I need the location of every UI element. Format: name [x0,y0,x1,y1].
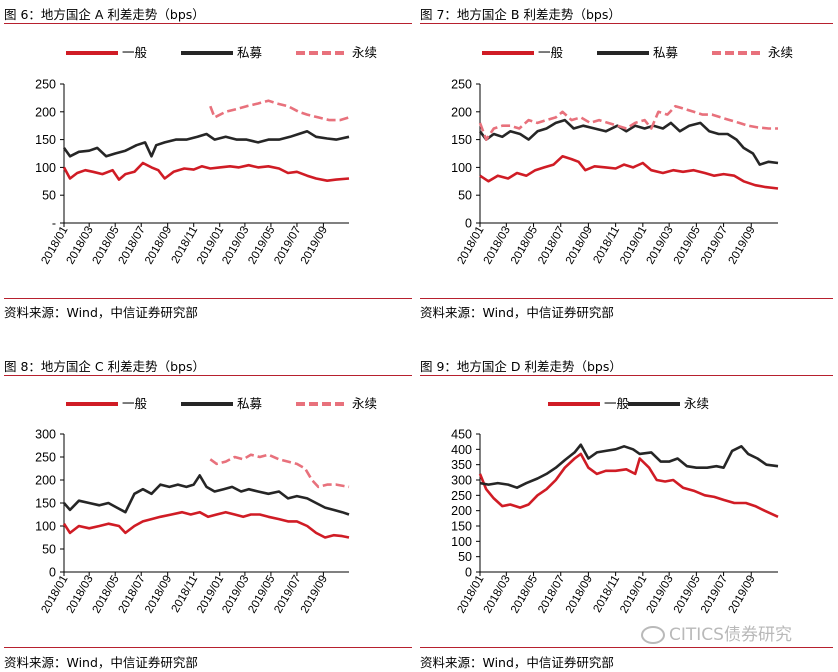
x-tick-label: 2019/09 [299,574,330,616]
y-tick-label: 100 [451,535,472,549]
legend-label-2: 私募 [237,397,263,411]
series-line-2 [479,443,779,489]
series-line-3 [209,453,350,489]
legend-label-3: 永续 [768,46,793,60]
legend-label-1: 一般 [604,396,630,411]
series-line-1 [62,161,350,182]
series-line-1 [478,452,779,518]
x-tick-label: 2019/07 [699,574,730,616]
legend-label-1: 一般 [122,45,148,60]
figure-6-title: 图 6：地方国企 A 利差走势（bps） [4,7,205,22]
series-line-2 [478,118,779,166]
x-tick-label: 2019/09 [727,225,758,267]
legend-label-3: 永续 [352,46,377,60]
y-tick-label: 50 [42,189,56,203]
y-tick-label: 150 [35,497,56,511]
series-line-1 [479,155,779,190]
figure-8-bottom-rule [4,647,412,648]
y-tick-label: 200 [35,474,56,488]
figure-7-panel: 图 7：地方国企 B 利差走势（bps） 一般 私募 永续 250 200 150 100 5… [420,4,833,322]
figure-8-top-rule [4,375,412,376]
figure-9-chart: 一般 永续4504003503002502001501005002018/0120… [451,396,779,616]
y-tick-label: 250 [35,451,56,465]
y-tick-label: 0 [465,566,472,580]
y-tick-label: 400 [451,443,472,457]
y-tick-label: 300 [451,474,472,488]
y-tick-label: 300 [35,428,56,442]
figure-6-top-rule [4,23,412,24]
wechat-logo-icon [641,626,665,644]
series-line-1 [62,510,350,539]
x-tick-label: 2018/11 [591,225,622,266]
figure-7-bottom-rule [420,298,833,299]
series-line-3 [209,99,350,122]
x-tick-label: 2019/07 [699,225,730,267]
watermark: CITICS债券研究 [641,620,792,645]
y-tick-label: 250 [451,489,472,503]
y-tick-label: 200 [35,105,56,119]
y-tick-label: 250 [451,78,472,92]
figure-9-source: 资料来源：Wind，中信证券研究部 [420,655,614,670]
y-tick-label: 150 [35,133,56,147]
figure-9-panel: 图 9：地方国企 D 利差走势（bps） 一般 永续 450 400 350 300 250… [420,356,833,672]
legend-label-3: 永续 [352,397,377,411]
legend-label-2: 私募 [237,46,263,60]
y-tick-label: 150 [451,520,472,534]
series-line-3 [478,104,778,141]
x-tick-label: 2019/09 [299,225,330,267]
y-tick-label: 100 [451,161,472,175]
legend-label-1: 一般 [122,396,148,411]
x-tick-label: 2018/07 [536,574,567,616]
x-tick-label: 2018/07 [536,225,567,267]
y-tick-label: 150 [451,133,472,147]
y-tick-label: 100 [35,161,56,175]
y-tick-label: 250 [35,78,56,92]
figure-8-panel: 图 8：地方国企 C 利差走势（bps） 一般 私募 永续 300 250 200 150 1… [4,356,412,672]
figure-9-title: 图 9：地方国企 D 利差走势（bps） [420,359,622,374]
figure-6-source: 资料来源：Wind，中信证券研究部 [4,305,198,320]
series-line-2 [63,474,350,516]
figure-7-top-rule [420,23,833,24]
figure-6-chart: 一般 私募 永续25020015010050-2018/012018/032018/… [35,45,377,267]
figure-9-bottom-rule [420,647,833,648]
figure-6-bottom-rule [4,298,412,299]
figure-6-panel: 图 6：地方国企 A 利差走势（bps） 一般 私募 永续 250 200 150 100 5… [4,4,412,322]
y-tick-label: 200 [451,105,472,119]
figure-8-chart: 一般 私募 永续3002502001501005002018/012018/0320… [35,396,377,616]
figure-7-title: 图 7：地方国企 B 利差走势（bps） [420,7,621,22]
y-tick-label: 350 [451,458,472,472]
legend-label-2: 私募 [653,46,679,60]
y-tick-label: 0 [49,566,56,580]
y-tick-label: 450 [451,428,472,442]
x-tick-label: 2018/11 [591,574,622,615]
watermark-text: CITICS债券研究 [669,625,792,645]
y-tick-label: 50 [458,189,472,203]
y-tick-label: 50 [458,550,472,564]
y-tick-label: - [52,217,56,231]
y-tick-label: 50 [42,543,56,557]
figure-9-top-rule [420,375,833,376]
figure-8-source: 资料来源：Wind，中信证券研究部 [4,655,198,670]
y-tick-label: 0 [465,217,472,231]
legend-label-1: 一般 [538,45,564,60]
figure-7-chart: 一般 私募 永续2502001501005002018/012018/032018/… [451,45,793,267]
figure-8-title: 图 8：地方国企 C 利差走势（bps） [4,359,205,374]
legend-label-2: 永续 [684,397,709,411]
x-tick-label: 2019/09 [727,574,758,616]
figure-7-source: 资料来源：Wind，中信证券研究部 [420,305,614,320]
y-tick-label: 100 [35,520,56,534]
y-tick-label: 200 [451,504,472,518]
series-line-2 [62,130,350,158]
